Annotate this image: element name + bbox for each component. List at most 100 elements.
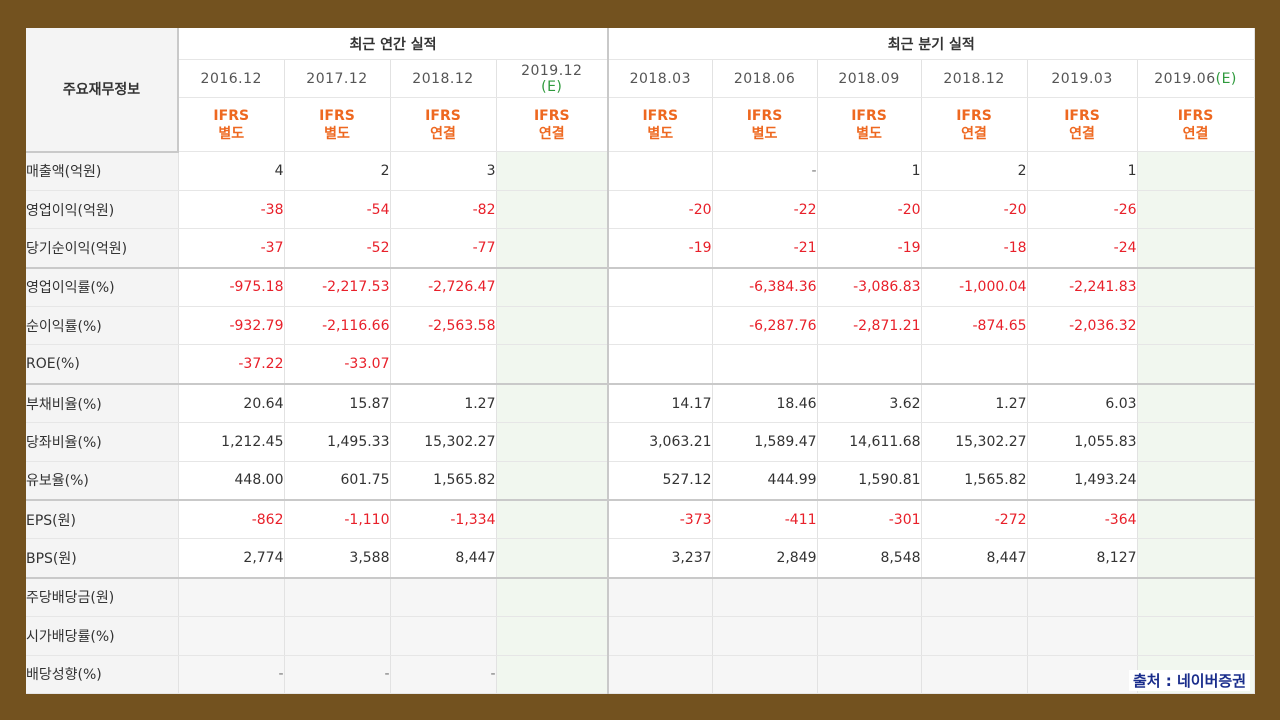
value-cell — [712, 344, 818, 385]
value-cell: -932.79 — [178, 306, 285, 346]
value-cell — [284, 616, 391, 656]
value-cell — [1137, 306, 1255, 346]
value-cell: -2,871.21 — [817, 306, 922, 346]
accounting-standard: IFRS 별도 — [178, 97, 285, 152]
value-cell — [712, 577, 818, 618]
period-date: 2019.12 — [521, 62, 583, 79]
table-body: 매출액(억원) 4 2 3-1 2 1 영업이익(억원) -38 -54 -82 -20 -22 -20… — [26, 151, 1255, 694]
period-header: 2018.03 — [608, 59, 713, 98]
consolidation-type: 연결 — [961, 125, 987, 142]
table-header: 주요재무정보 최근 연간 실적 최근 분기 실적 2016.12 2017.12 2018… — [26, 28, 1255, 153]
value-cell: -6,287.76 — [712, 306, 818, 346]
value-cell — [817, 655, 922, 694]
consolidation-type: 별도 — [647, 125, 674, 142]
accounting-standard: IFRS 별도 — [608, 97, 713, 152]
value-cell: -2,116.66 — [284, 306, 391, 346]
value-cell — [390, 616, 497, 656]
consolidation-type: 연결 — [1069, 125, 1095, 142]
value-cell: -975.18 — [178, 267, 285, 308]
value-cell: -19 — [608, 228, 713, 269]
value-cell — [496, 228, 610, 269]
table-row: 유보율(%) 448.00 601.75 1,565.82 527.12 444.99 1,… — [26, 461, 1255, 502]
value-cell — [817, 616, 922, 656]
value-cell: 8,447 — [921, 538, 1028, 579]
value-cell: 4 — [178, 151, 285, 191]
table-row: 순이익률(%) -932.79 -2,116.66 -2,563.58 -6,287.7… — [26, 306, 1255, 346]
value-cell: -2,217.53 — [284, 267, 391, 308]
value-cell: 1 — [817, 151, 922, 191]
ifrs-label: IFRS — [642, 107, 679, 124]
value-cell: -24 — [1027, 228, 1138, 269]
ifrs-label: IFRS — [1064, 107, 1100, 124]
value-cell — [496, 538, 610, 579]
value-cell — [1137, 151, 1255, 191]
value-cell: 1,493.24 — [1027, 461, 1138, 502]
value-cell — [496, 500, 610, 540]
value-cell: -364 — [1027, 500, 1138, 540]
value-cell: -1,334 — [390, 500, 497, 540]
row-label: 당기순이익(억원) — [26, 228, 179, 269]
period-header: 2017.12 — [284, 59, 391, 98]
row-label: 매출액(억원) — [26, 151, 179, 191]
quarter-group-header: 최근 분기 실적 — [608, 28, 1255, 60]
value-cell — [1027, 577, 1138, 618]
value-cell: 1,590.81 — [817, 461, 922, 502]
value-cell — [496, 616, 610, 656]
row-label: ROE(%) — [26, 344, 179, 385]
value-cell — [1137, 461, 1255, 502]
row-label: 유보율(%) — [26, 461, 179, 502]
consolidation-type: 연결 — [430, 125, 456, 142]
value-cell: 3 — [390, 151, 497, 191]
value-cell: 20.64 — [178, 383, 285, 424]
value-cell: 1.27 — [921, 383, 1028, 424]
value-cell: -2,241.83 — [1027, 267, 1138, 308]
value-cell — [178, 616, 285, 656]
value-cell — [496, 151, 610, 191]
source-caption: 출처 : 네이버증권 — [1128, 670, 1250, 691]
value-cell: - — [390, 655, 497, 694]
value-cell: - — [178, 655, 285, 694]
value-cell: -20 — [921, 190, 1028, 230]
period-date: 2019.06 — [1154, 70, 1216, 87]
value-cell: 601.75 — [284, 461, 391, 502]
ifrs-label: IFRS — [425, 107, 461, 124]
value-cell — [921, 616, 1028, 656]
estimate-mark: (E) — [541, 78, 563, 95]
value-cell: 3.62 — [817, 383, 922, 424]
period-header: 2016.12 — [178, 59, 285, 98]
value-cell: -301 — [817, 500, 922, 540]
table-row: 당기순이익(억원) -37 -52 -77 -19 -21 -19 -18 -24 — [26, 228, 1255, 269]
accounting-standard: IFRS 연결 — [496, 97, 610, 152]
value-cell — [390, 344, 497, 385]
value-cell: -38 — [178, 190, 285, 230]
value-cell: -862 — [178, 500, 285, 540]
value-cell — [817, 344, 922, 385]
value-cell: 8,548 — [817, 538, 922, 579]
value-cell — [608, 267, 713, 308]
value-cell: 2,774 — [178, 538, 285, 579]
value-cell — [1137, 190, 1255, 230]
value-cell — [496, 267, 610, 308]
value-cell — [390, 577, 497, 618]
value-cell — [921, 655, 1028, 694]
value-cell: -1,000.04 — [921, 267, 1028, 308]
estimate-mark: (E) — [1215, 70, 1237, 87]
value-cell — [921, 344, 1028, 385]
value-cell — [496, 306, 610, 346]
value-cell: 1,055.83 — [1027, 422, 1138, 462]
value-cell — [1137, 228, 1255, 269]
value-cell: -874.65 — [921, 306, 1028, 346]
value-cell — [817, 577, 922, 618]
row-label: BPS(원) — [26, 538, 179, 579]
value-cell: 444.99 — [712, 461, 818, 502]
value-cell — [496, 655, 610, 694]
table-row: 시가배당률(%) — [26, 616, 1255, 656]
value-cell: -19 — [817, 228, 922, 269]
value-cell: -2,726.47 — [390, 267, 497, 308]
value-cell: - — [712, 151, 818, 191]
value-cell: 6.03 — [1027, 383, 1138, 424]
value-cell: -37 — [178, 228, 285, 269]
value-cell: 2,849 — [712, 538, 818, 579]
value-cell — [1137, 538, 1255, 579]
value-cell — [1137, 500, 1255, 540]
